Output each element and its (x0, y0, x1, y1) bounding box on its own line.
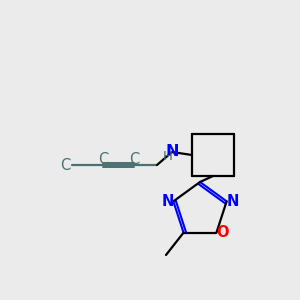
Text: N: N (226, 194, 239, 209)
Text: N: N (165, 145, 179, 160)
Text: O: O (216, 225, 229, 240)
Text: H: H (163, 149, 173, 163)
Text: C: C (129, 152, 139, 166)
Text: C: C (60, 158, 70, 172)
Text: N: N (161, 194, 174, 209)
Text: C: C (98, 152, 108, 166)
